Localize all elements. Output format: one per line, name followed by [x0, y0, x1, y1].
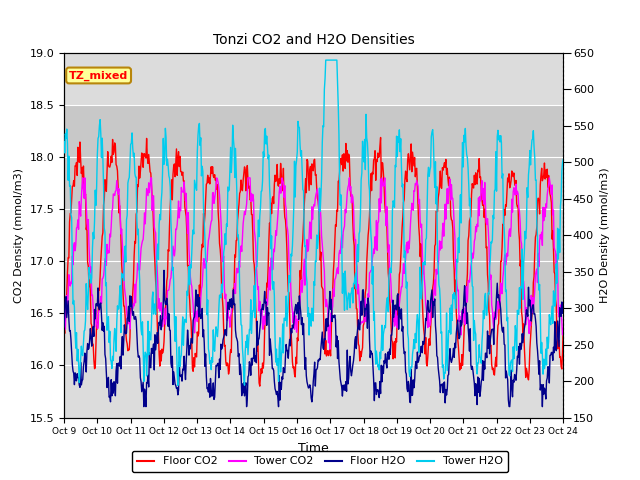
Floor H2O [376, 395, 383, 400]
Y-axis label: H2O Density (mmol/m3): H2O Density (mmol/m3) [600, 168, 610, 303]
Floor CO2 [377, 134, 385, 140]
Tower CO2 [172, 226, 180, 232]
Tower CO2 [121, 290, 129, 296]
Floor CO2 [120, 303, 128, 309]
Legend: Floor CO2, Tower CO2, Floor H2O, Tower H2O: Floor CO2, Tower CO2, Floor H2O, Tower H… [132, 451, 508, 472]
X-axis label: Time: Time [298, 442, 329, 455]
Floor H2O [199, 334, 207, 340]
Floor H2O [140, 404, 148, 409]
Bar [64, 105, 563, 313]
Tower CO2 [376, 196, 383, 202]
Line: Tower CO2: Tower CO2 [64, 178, 563, 349]
Line: Tower H2O: Tower H2O [64, 60, 563, 385]
Title: Tonzi CO2 and H2O Densities: Tonzi CO2 and H2O Densities [212, 34, 415, 48]
Tower CO2 [390, 313, 397, 319]
Tower CO2 [559, 325, 567, 331]
Text: TZ_mixed: TZ_mixed [69, 71, 128, 81]
Floor CO2 [390, 342, 397, 348]
Tower H2O [322, 57, 330, 63]
Floor H2O [60, 324, 68, 330]
Floor H2O [160, 267, 168, 273]
Line: Floor CO2: Floor CO2 [64, 137, 563, 386]
Y-axis label: CO2 Density (mmol/m3): CO2 Density (mmol/m3) [14, 168, 24, 303]
Tower H2O [390, 200, 397, 206]
Floor CO2 [374, 155, 382, 160]
Floor CO2 [198, 248, 205, 254]
Tower H2O [198, 163, 206, 169]
Floor CO2 [69, 183, 77, 189]
Tower H2O [559, 156, 567, 162]
Tower H2O [60, 139, 68, 144]
Tower H2O [69, 301, 77, 307]
Floor H2O [559, 311, 567, 316]
Tower H2O [172, 338, 179, 344]
Tower CO2 [198, 283, 206, 288]
Floor H2O [173, 385, 180, 391]
Floor CO2 [60, 324, 68, 330]
Floor CO2 [256, 383, 264, 389]
Line: Floor H2O: Floor H2O [64, 270, 563, 407]
Floor H2O [69, 368, 77, 374]
Floor CO2 [559, 326, 567, 332]
Tower CO2 [79, 175, 86, 181]
Floor CO2 [172, 174, 179, 180]
Tower CO2 [69, 262, 77, 268]
Floor H2O [390, 314, 397, 320]
Tower H2O [376, 367, 383, 373]
Tower H2O [120, 259, 128, 264]
Floor H2O [120, 322, 128, 328]
Tower CO2 [326, 346, 333, 352]
Tower H2O [174, 383, 182, 388]
Tower CO2 [60, 334, 68, 339]
